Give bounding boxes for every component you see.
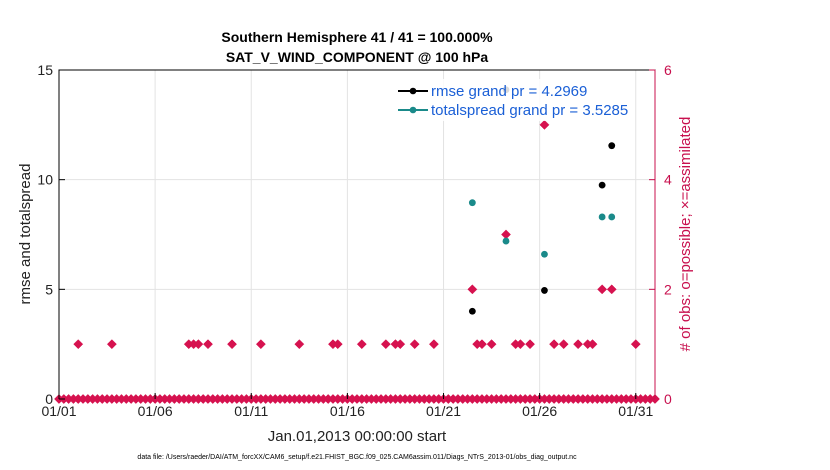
obs-point [597, 284, 608, 295]
legend-label-totalspread: totalspread grand pr = 3.5285 [431, 102, 628, 119]
legend-label-rmse: rmse grand pr = 4.2969 [431, 83, 587, 100]
obs-series [54, 119, 660, 404]
obs-point [395, 339, 406, 350]
totalspread-point [468, 199, 476, 207]
data-file-footnote: data file: /Users/raeder/DAI/ATM_forcXX/… [137, 454, 577, 461]
y2-axis-label: # of obs: o=possible; ×=assimilated [677, 117, 694, 352]
obs-point [255, 339, 266, 350]
obs-point [630, 339, 641, 350]
x-tick-label: 01/21 [426, 403, 461, 419]
obs-point [409, 339, 420, 350]
obs-point [515, 339, 526, 350]
y-tick-label: 5 [45, 281, 53, 297]
y-tick-label: 0 [45, 391, 53, 407]
y-axis-right: 0 2 4 6 [649, 62, 672, 407]
obs-point [428, 339, 439, 350]
x-tick-label: 01/31 [618, 403, 653, 419]
x-tick-label: 01/16 [330, 403, 365, 419]
obs-point [467, 284, 478, 295]
obs-point [227, 339, 237, 350]
obs-point [380, 339, 391, 350]
y-tick-label: 15 [37, 62, 53, 78]
y2-tick-label: 4 [664, 172, 672, 188]
obs-point [106, 339, 117, 350]
obs-point [549, 339, 560, 350]
rmse-point [541, 287, 548, 294]
obs-point [558, 339, 569, 350]
y2-tick-label: 6 [664, 62, 672, 78]
obs-point [525, 339, 535, 350]
x-axis: 01/01 01/06 01/11 01/16 01/21 01/26 01/31 [41, 393, 653, 419]
obs-point [587, 339, 598, 350]
totalspread-point [502, 237, 510, 245]
y2-tick-label: 0 [664, 391, 672, 407]
x-tick-label: 01/26 [522, 403, 557, 419]
obs-point [486, 339, 497, 350]
y2-tick-label: 2 [664, 281, 672, 297]
obs-point [477, 339, 487, 350]
legend-marker-totalspread [409, 106, 417, 114]
x-tick-label: 01/06 [138, 403, 173, 419]
obs-point [203, 339, 213, 350]
obs-point [73, 339, 84, 350]
rmse-point [608, 142, 616, 150]
obs-point [356, 339, 367, 350]
obs-point [193, 339, 204, 350]
chart-title: Southern Hemisphere 41 / 41 = 100.000% [221, 29, 493, 45]
x-tick-label: 01/11 [234, 403, 268, 419]
obs-point [539, 119, 550, 130]
legend: rmse grand pr = 4.2969 totalspread grand… [393, 79, 628, 121]
obs-point [332, 339, 343, 350]
obs-point [606, 284, 617, 295]
chart-subtitle: SAT_V_WIND_COMPONENT @ 100 hPa [226, 49, 489, 65]
x-tick-label: 01/01 [41, 403, 76, 419]
rmse-point [468, 307, 476, 315]
y-axis-label: rmse and totalspread [17, 164, 34, 305]
y-axis-left: 0 5 10 15 [37, 62, 65, 407]
totalspread-point [608, 213, 616, 221]
obs-point [573, 339, 584, 350]
totalspread-point [541, 250, 548, 258]
y-tick-label: 10 [37, 172, 53, 188]
legend-box [393, 79, 627, 121]
legend-marker-rmse [409, 87, 417, 95]
obs-point [294, 339, 305, 350]
x-axis-label: Jan.01,2013 00:00:00 start [268, 428, 447, 445]
rmse-point [598, 181, 606, 189]
totalspread-point [598, 213, 606, 221]
